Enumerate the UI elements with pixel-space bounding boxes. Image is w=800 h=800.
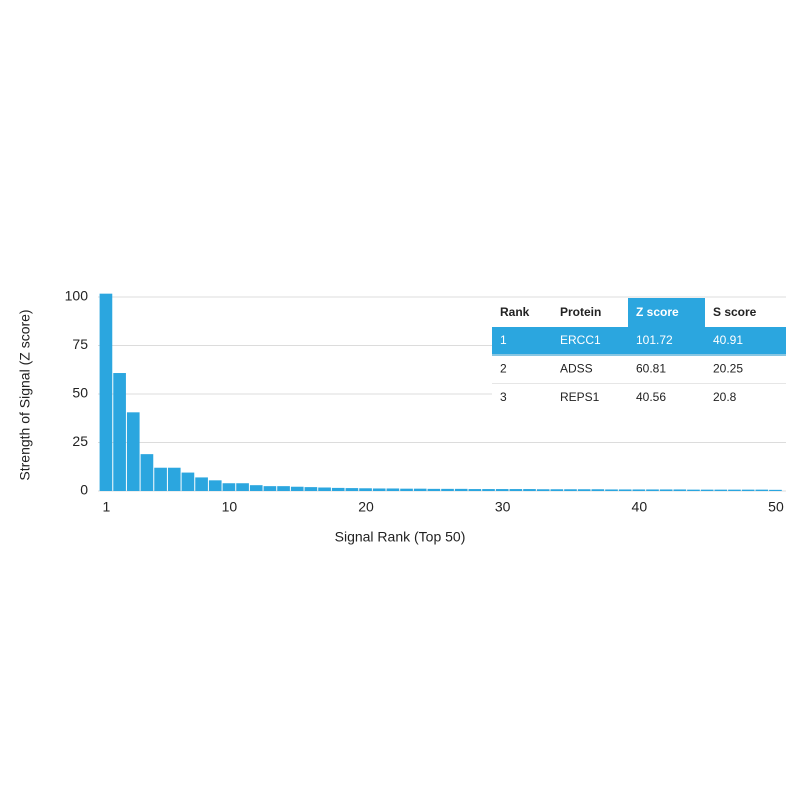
x-axis-label: Signal Rank (Top 50): [335, 529, 466, 545]
table-cell: 20.8: [713, 390, 737, 404]
bar: [345, 488, 359, 491]
bar: [331, 487, 345, 491]
bar: [769, 489, 782, 491]
bar: [468, 489, 482, 491]
bar: [714, 489, 728, 491]
x-tick-label: 30: [495, 499, 511, 515]
header-highlight: [628, 298, 705, 327]
y-axis-label: Strength of Signal (Z score): [17, 309, 33, 480]
table-header: Protein: [560, 305, 601, 319]
bar: [263, 486, 277, 491]
table-cell: 60.81: [636, 362, 666, 376]
bar: [249, 485, 263, 491]
table-cell: REPS1: [560, 390, 600, 404]
bar: [372, 488, 386, 491]
bar: [181, 472, 195, 491]
y-tick-label: 100: [65, 288, 89, 304]
table-cell: 2: [500, 362, 507, 376]
bar: [154, 467, 167, 491]
bar: [673, 489, 687, 491]
bar: [386, 488, 400, 491]
bar: [755, 489, 769, 491]
bar: [208, 480, 222, 491]
bar: [495, 489, 509, 491]
row-highlight: [492, 327, 786, 356]
bar: [277, 486, 290, 491]
bar: [591, 489, 605, 491]
table-header: Rank: [500, 305, 530, 319]
bar: [318, 487, 331, 491]
bar: [222, 483, 236, 491]
table-cell: 1: [500, 333, 507, 347]
bar: [195, 477, 208, 491]
bar: [290, 486, 304, 491]
bar: [550, 489, 564, 491]
bar: [427, 488, 441, 491]
y-tick-label: 75: [72, 336, 88, 352]
bar: [523, 489, 536, 491]
bar: [509, 489, 523, 491]
bar: [646, 489, 659, 491]
table-cell: 101.72: [636, 333, 673, 347]
x-tick-label: 1: [103, 499, 111, 515]
table-cell: 40.91: [713, 333, 743, 347]
bar: [454, 488, 468, 491]
bar: [687, 489, 700, 491]
bar: [167, 467, 181, 491]
bar: [482, 489, 495, 491]
bar: [413, 488, 427, 491]
bar: [728, 489, 741, 491]
bar: [536, 489, 550, 491]
bar: [140, 454, 154, 491]
bar: [304, 487, 318, 491]
table-cell: ADSS: [560, 362, 593, 376]
table-cell: 20.25: [713, 362, 743, 376]
bar: [236, 483, 249, 491]
y-tick-label: 0: [80, 482, 88, 498]
bar: [577, 489, 591, 491]
bar: [400, 488, 413, 491]
bar: [700, 489, 714, 491]
y-tick-label: 25: [72, 433, 88, 449]
bar: [126, 412, 140, 491]
table-cell: ERCC1: [560, 333, 601, 347]
bar: [741, 489, 755, 491]
x-tick-label: 40: [632, 499, 648, 515]
bar: [659, 489, 673, 491]
table-header: Z score: [636, 305, 679, 319]
y-tick-label: 50: [72, 385, 88, 401]
bar: [618, 489, 632, 491]
bar: [113, 373, 126, 491]
x-tick-label: 20: [358, 499, 374, 515]
table-cell: 40.56: [636, 390, 666, 404]
bar: [99, 293, 113, 491]
x-tick-label: 50: [768, 499, 784, 515]
bar: [441, 488, 454, 491]
bar: [359, 488, 372, 491]
table-cell: 3: [500, 390, 507, 404]
bar: [605, 489, 618, 491]
table-header: S score: [713, 305, 757, 319]
bar: [564, 489, 577, 491]
bar: [632, 489, 646, 491]
x-tick-label: 10: [222, 499, 238, 515]
